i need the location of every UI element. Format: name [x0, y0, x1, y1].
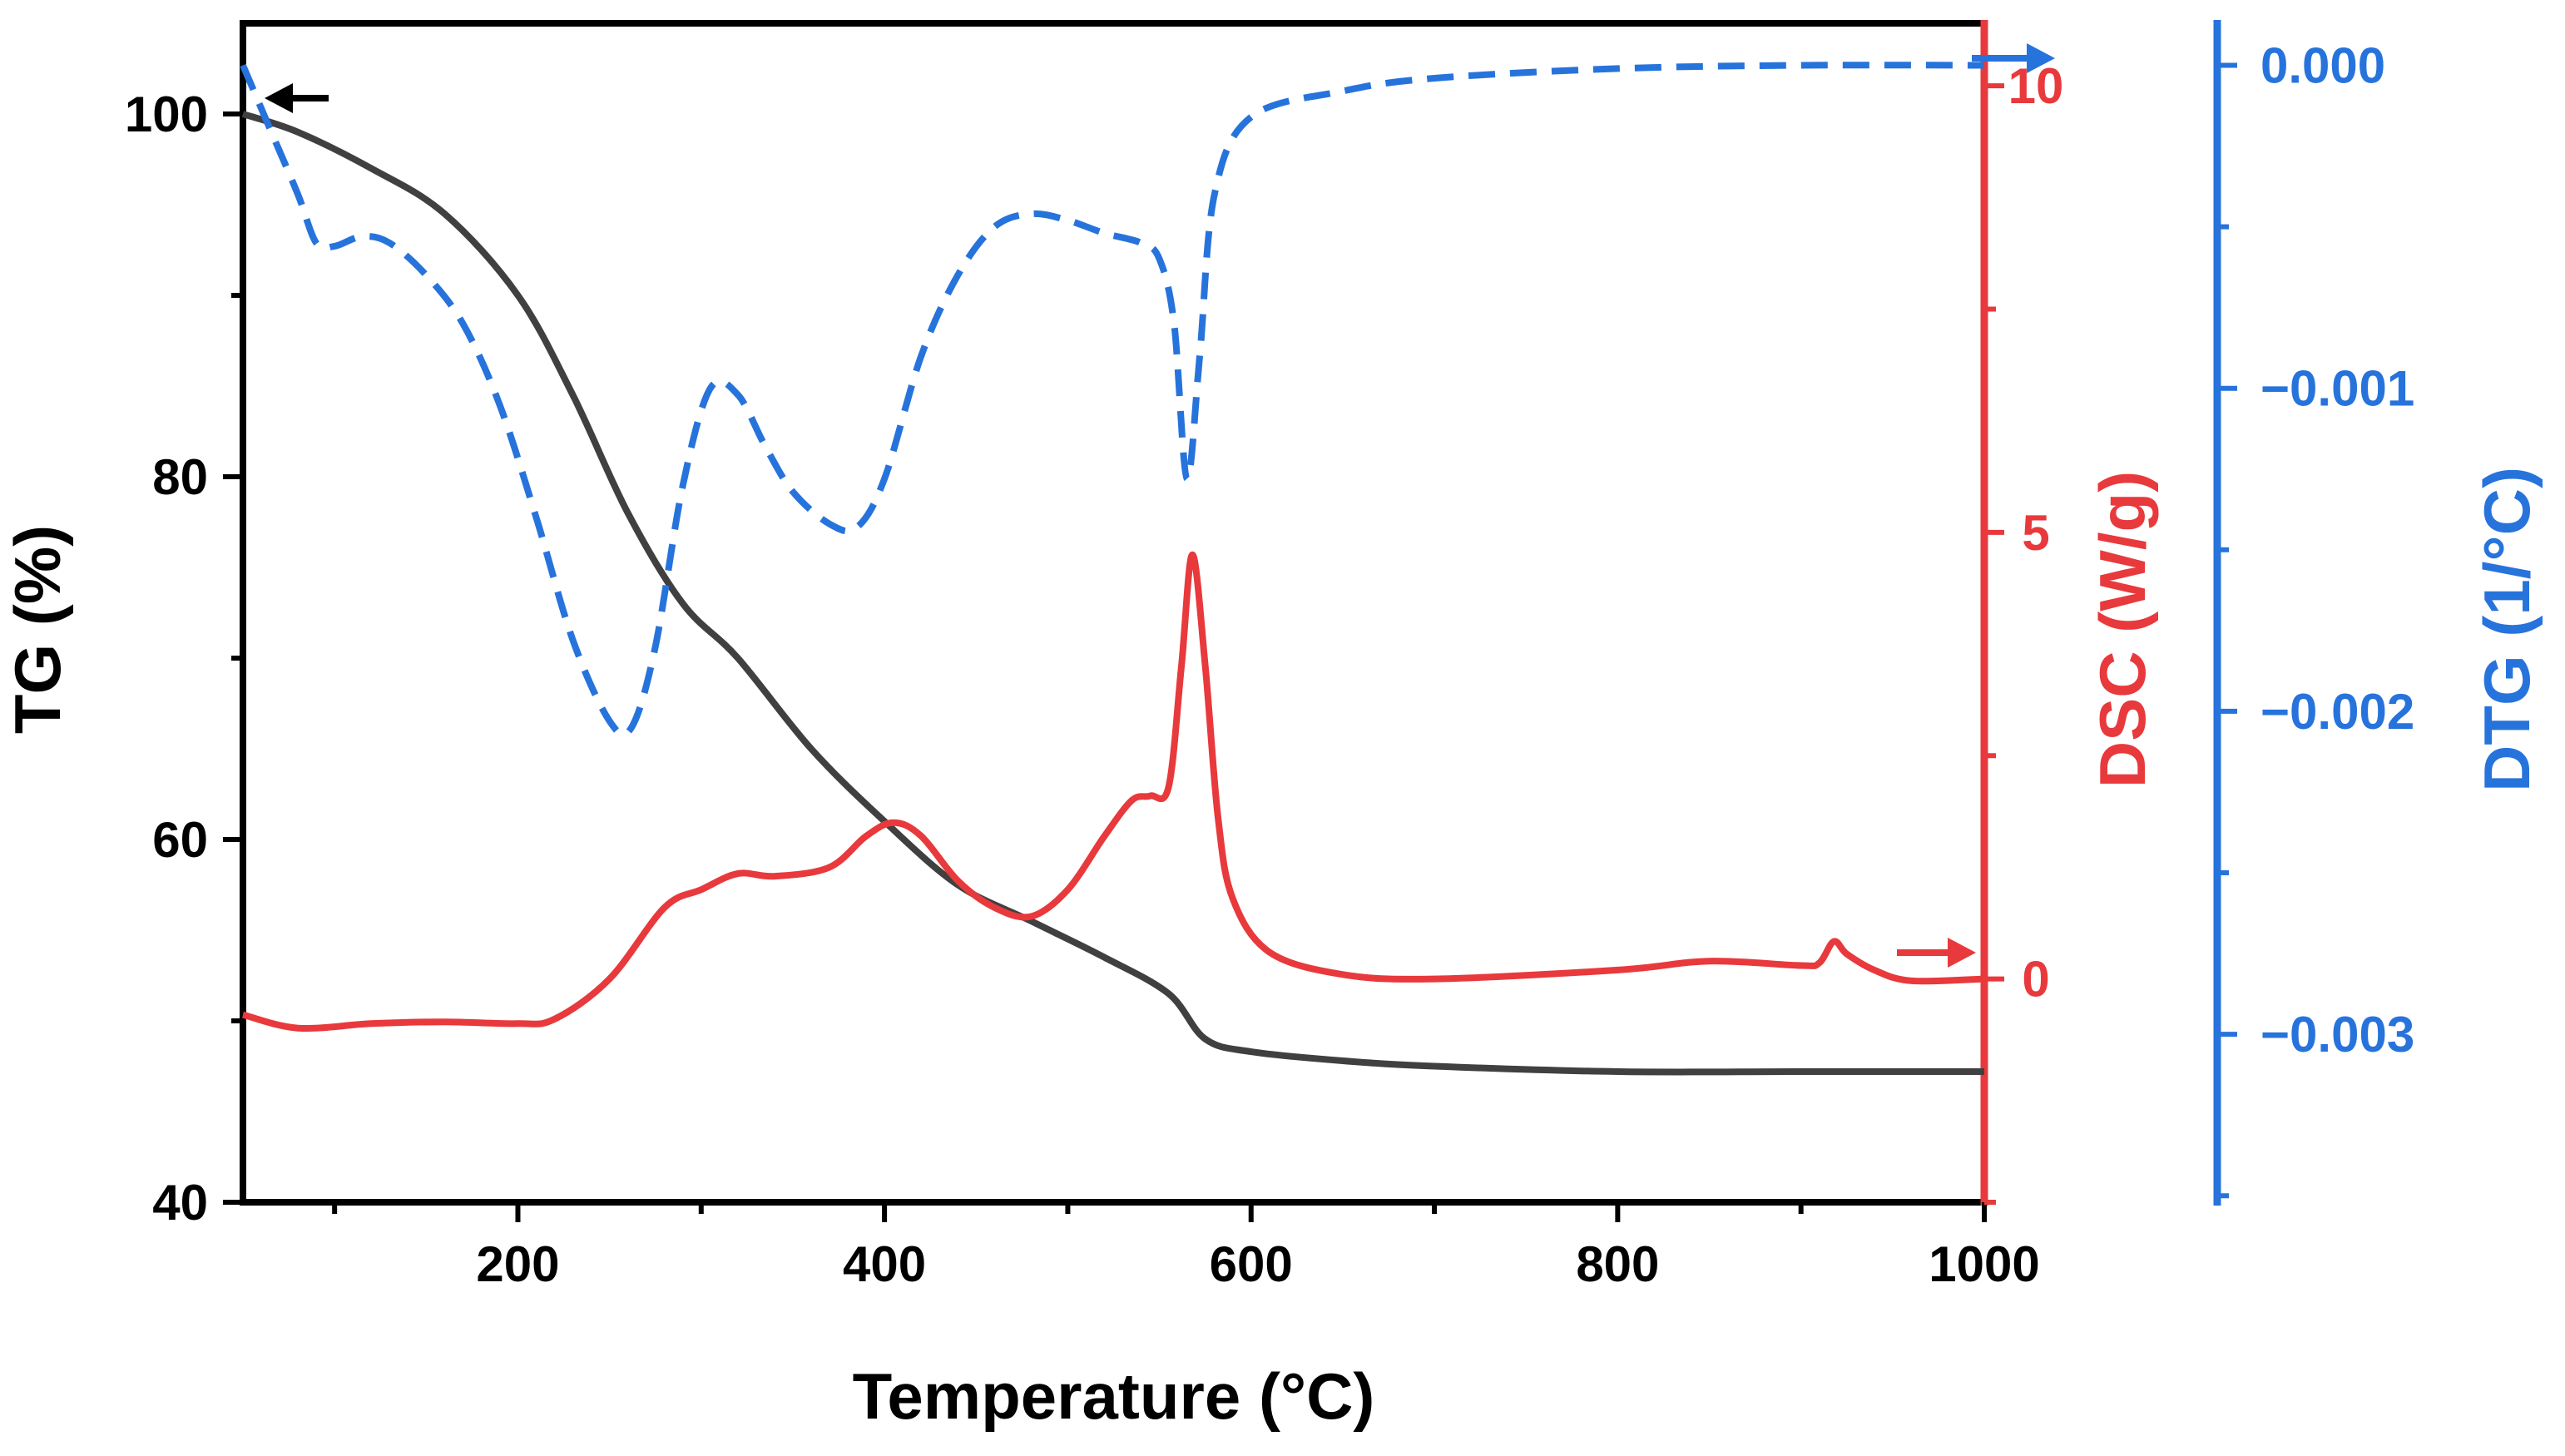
tg-series-line	[241, 111, 1984, 1076]
dsc-tick-label: 5	[2022, 505, 2049, 561]
x-tick-label: 1000	[1929, 1236, 2039, 1292]
tg-tick-label: 100	[125, 87, 208, 142]
x-tick-label: 400	[843, 1236, 926, 1292]
x-tick-label: 800	[1576, 1236, 1659, 1292]
dtg-tick-label: −0.003	[2260, 1007, 2414, 1062]
x-tick-label: 200	[476, 1236, 559, 1292]
x-tick-label: 600	[1210, 1236, 1293, 1292]
dtg-axis-arrow-head	[2027, 43, 2055, 73]
dsc-tick-label: 0	[2022, 952, 2049, 1008]
tg-tick-label: 60	[152, 812, 208, 868]
tg-tick-label: 80	[152, 449, 208, 505]
dsc-series-line	[241, 551, 1985, 1033]
dtg-series-line	[240, 62, 1985, 738]
tg-axis-arrow-head	[265, 83, 293, 113]
tg-axis-title: TG (%)	[1, 525, 74, 734]
dsc-axis-arrow-head	[1948, 938, 1976, 968]
dtg-axis-title: DTG (1/°C)	[2470, 467, 2543, 792]
dtg-tick-label: 0.000	[2260, 37, 2385, 93]
dsc-axis-title: DSC (W/g)	[2086, 471, 2159, 788]
dtg-tick-label: −0.002	[2260, 684, 2414, 740]
dtg-tick-label: −0.001	[2260, 361, 2414, 417]
tg-tick-label: 40	[152, 1175, 208, 1231]
x-axis-title: Temperature (°C)	[853, 1359, 1375, 1433]
